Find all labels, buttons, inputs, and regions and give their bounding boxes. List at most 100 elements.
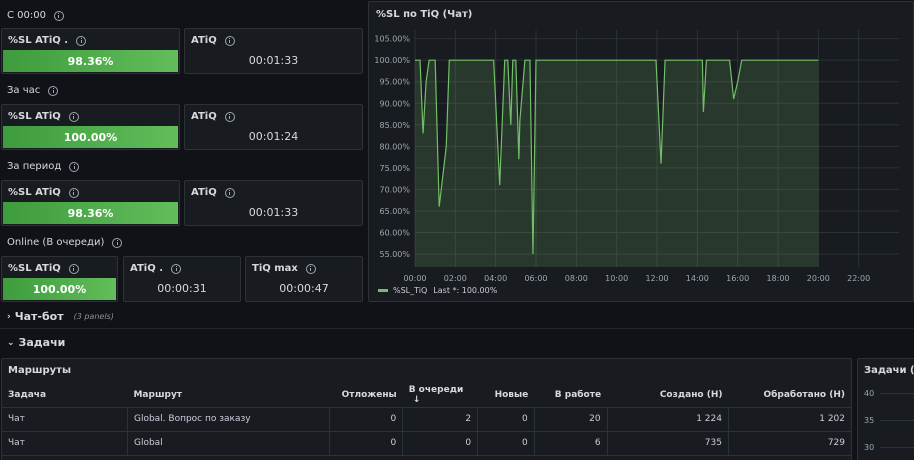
y-tick-label: 75.00% xyxy=(379,164,410,173)
sl-gauge-bar: 98.36% xyxy=(3,202,178,224)
x-tick-label: 16:00 xyxy=(726,274,749,283)
panel-title: ATiQ xyxy=(191,35,235,46)
panel-title-text: %SL ATiQ . xyxy=(8,35,69,46)
panel-title-text: ATiQ xyxy=(191,35,217,46)
x-tick-label: 10:00 xyxy=(605,274,628,283)
row-title-online[interactable]: Online (В очереди) xyxy=(7,237,123,248)
info-icon[interactable] xyxy=(68,263,79,274)
info-icon[interactable] xyxy=(53,10,64,21)
column-header-label: Задача xyxy=(8,389,47,400)
stat-panel-atiq-per-period[interactable]: ATiQ 00:01:33 xyxy=(184,180,363,226)
panel-title: ATiQ xyxy=(191,111,235,122)
column-header-processed[interactable]: Обработано (Н) xyxy=(728,383,851,408)
column-header-task[interactable]: Задача xyxy=(2,383,128,408)
stat-panel-atiq-per-hour[interactable]: ATiQ 00:01:24 xyxy=(184,104,363,150)
stat-panel-sl-online[interactable]: %SL ATiQ 100.00% xyxy=(1,256,118,302)
panel-title: ATiQ . xyxy=(130,263,181,274)
gridline xyxy=(880,420,914,421)
column-header-created[interactable]: Создано (Н) xyxy=(607,383,729,408)
chart-panel-sl-tiq[interactable]: %SL по TiQ (Чат) 105.00% 100.00% 95.00% 90.… xyxy=(368,1,914,302)
row-title-label: Online (В очереди) xyxy=(7,237,105,248)
cell-route: Global. Вопрос по заказу xyxy=(126,407,330,432)
y-tick-label: 65.00% xyxy=(379,207,410,216)
chart-legend[interactable]: %SL_TiQ Last *: 100.00% xyxy=(378,286,497,295)
atiq-value: 00:01:24 xyxy=(248,130,299,143)
info-icon[interactable] xyxy=(68,187,79,198)
row-title-label: С 00:00 xyxy=(7,10,46,21)
column-header-label: В очереди xyxy=(408,384,464,395)
atiq-value: 00:00:31 xyxy=(157,282,207,295)
row-expanded-tasks[interactable]: ⌄ Задачи xyxy=(7,336,65,349)
cell-processed: 1 202 xyxy=(727,407,851,432)
stat-panel-tiq-max[interactable]: TiQ max 00:00:47 xyxy=(245,256,363,302)
cell-route: Global xyxy=(126,431,330,456)
info-icon[interactable] xyxy=(69,161,80,172)
stat-panel-sl-per-hour[interactable]: %SL ATiQ 100.00% xyxy=(1,104,180,150)
row-title-per-period[interactable]: За период xyxy=(7,161,80,172)
row-collapsed-chatbot[interactable]: › Чат-бот (3 panels) xyxy=(7,310,114,323)
column-header-label: Новые xyxy=(494,389,529,400)
y-tick-label: 90.00% xyxy=(379,99,410,108)
gridline xyxy=(880,447,914,448)
y-tick-label: 80.00% xyxy=(379,142,410,151)
row-title-label: За период xyxy=(7,161,62,172)
legend-swatch xyxy=(378,289,388,292)
tasks-chart-panel[interactable]: Задачи (Ча 40 35 30 xyxy=(857,358,914,460)
info-icon[interactable] xyxy=(68,111,79,122)
info-icon[interactable] xyxy=(76,35,87,46)
sl-value: 98.36% xyxy=(67,54,114,68)
panel-title-text: ATiQ . xyxy=(130,263,163,274)
stat-panel-atiq-since-midnight[interactable]: ATiQ 00:01:33 xyxy=(184,28,363,74)
panel-title-text: %SL ATiQ xyxy=(8,263,61,274)
panel-title: ATiQ xyxy=(191,187,235,198)
panel-title-text: ATiQ xyxy=(191,187,217,198)
x-tick-label: 06:00 xyxy=(524,274,547,283)
legend-series-name: %SL_TiQ xyxy=(393,286,428,295)
table-row[interactable]: Чат Global 0 0 0 6 735 729 xyxy=(2,431,851,456)
column-header-label: Обработано (Н) xyxy=(763,389,845,400)
x-tick-label: 04:00 xyxy=(484,274,507,283)
info-icon[interactable] xyxy=(171,263,181,274)
x-tick-label: 00:00 xyxy=(403,274,426,283)
x-tick-label: 20:00 xyxy=(807,274,830,283)
column-header-in-queue[interactable]: В очереди ↓ xyxy=(402,383,478,408)
y-tick-label: 55.00% xyxy=(379,250,410,259)
panel-title-text: %SL ATiQ xyxy=(8,187,61,198)
column-header-postponed[interactable]: Отложены xyxy=(329,383,403,408)
cell-in-queue: 0 xyxy=(402,431,478,456)
table-row[interactable]: Чат Global. Вопрос по заказу 0 2 0 20 1 … xyxy=(2,407,851,432)
info-icon[interactable] xyxy=(224,111,235,122)
info-icon[interactable] xyxy=(112,237,123,248)
row-panels-count: (3 panels) xyxy=(73,312,114,321)
cell-in-work: 6 xyxy=(533,431,608,456)
column-header-in-work[interactable]: В работе xyxy=(534,383,608,408)
sl-gauge-bar: 100.00% xyxy=(3,278,116,300)
sort-desc-icon: ↓ xyxy=(412,394,421,405)
row-title-per-hour[interactable]: За час xyxy=(7,85,59,96)
routes-table-panel[interactable]: Маршруты Задача Маршрут Отложены В очере… xyxy=(1,358,852,460)
sl-gauge-bar: 98.36% xyxy=(3,50,178,72)
sl-value: 100.00% xyxy=(63,130,118,144)
cell-task: Чат xyxy=(2,431,128,456)
info-icon[interactable] xyxy=(48,85,59,96)
cell-created: 735 xyxy=(606,431,729,456)
stat-panel-atiq-online[interactable]: ATiQ . 00:00:31 xyxy=(123,256,241,302)
row-title-label: Чат-бот xyxy=(14,310,64,323)
stat-panel-sl-per-period[interactable]: %SL ATiQ 98.36% xyxy=(1,180,180,226)
stat-panel-sl-since-midnight[interactable]: %SL ATiQ . 98.36% xyxy=(1,28,180,74)
legend-last-value: Last *: 100.00% xyxy=(433,286,498,295)
column-header-new[interactable]: Новые xyxy=(477,383,535,408)
panel-title: TiQ max xyxy=(252,263,316,274)
info-icon[interactable] xyxy=(305,263,316,274)
cell-postponed: 0 xyxy=(329,431,403,456)
column-header-route[interactable]: Маршрут xyxy=(127,383,330,408)
panel-title: %SL ATiQ xyxy=(8,187,79,198)
info-icon[interactable] xyxy=(224,187,235,198)
sl-value: 98.36% xyxy=(67,206,114,220)
cell-new: 0 xyxy=(477,407,535,432)
row-title-since-midnight[interactable]: С 00:00 xyxy=(7,10,64,21)
panel-title: %SL ATiQ xyxy=(8,111,79,122)
info-icon[interactable] xyxy=(224,35,235,46)
panel-title-text: TiQ max xyxy=(252,263,298,274)
row-title-label: Задачи xyxy=(18,336,66,349)
